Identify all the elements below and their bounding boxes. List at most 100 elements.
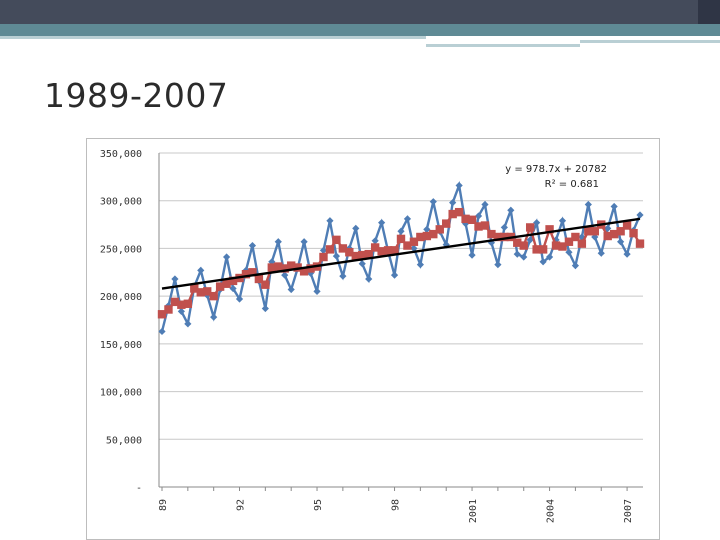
data-point-quarterly — [636, 211, 644, 219]
data-point-average — [280, 264, 289, 273]
x-tick-label: 95 — [313, 499, 324, 511]
data-point-average — [377, 247, 386, 256]
data-point-average — [622, 221, 632, 230]
data-point-quarterly — [248, 241, 257, 250]
data-point-average — [409, 237, 419, 246]
data-point-average — [286, 261, 296, 270]
data-point-quarterly — [604, 224, 612, 232]
data-point-average — [519, 241, 528, 250]
data-point-quarterly — [591, 233, 599, 241]
data-point-quarterly — [197, 266, 205, 274]
series-line-1 — [160, 180, 642, 332]
data-point-average — [487, 229, 496, 239]
data-point-average — [403, 241, 412, 250]
y-tick-label: 150,000 — [100, 340, 142, 351]
slide-title: 1989-2007 — [44, 76, 229, 115]
data-point-average — [293, 263, 302, 272]
y-tick-label: 50,000 — [106, 435, 142, 446]
data-point-quarterly — [326, 217, 334, 225]
data-point-quarterly — [429, 198, 437, 206]
data-point-average — [351, 251, 360, 261]
data-point-average — [274, 262, 283, 271]
data-point-average — [248, 268, 257, 277]
data-point-quarterly — [287, 285, 295, 294]
data-point-average — [629, 228, 638, 238]
data-point-average — [564, 237, 574, 246]
data-point-average — [332, 235, 341, 245]
data-point-quarterly — [533, 219, 541, 227]
data-point-quarterly — [617, 238, 625, 246]
data-point-average — [164, 305, 173, 314]
header-corner — [698, 0, 720, 24]
data-point-average — [345, 248, 354, 257]
data-point-average — [513, 238, 522, 247]
data-point-quarterly — [365, 275, 373, 283]
y-tick-label: 250,000 — [100, 244, 142, 255]
data-point-average — [577, 239, 587, 248]
data-point-average — [325, 245, 335, 254]
data-point-average — [254, 274, 264, 284]
chart-frame: - 50,000 100,000 150,000 200,000 250,000 300,0… — [86, 138, 660, 540]
data-point-quarterly — [416, 261, 424, 269]
data-point-quarterly — [184, 320, 192, 328]
data-point-quarterly — [300, 238, 308, 246]
data-point-average — [306, 264, 315, 273]
data-point-average — [474, 222, 483, 231]
data-point-average — [435, 225, 444, 234]
data-point-quarterly — [520, 253, 528, 261]
data-point-quarterly — [494, 261, 502, 269]
data-point-average — [493, 232, 503, 242]
data-point-quarterly — [313, 287, 321, 295]
data-point-average — [532, 245, 541, 254]
data-point-average — [590, 227, 599, 236]
data-point-average — [442, 219, 451, 228]
data-point-quarterly — [423, 225, 431, 233]
x-tick-label: 92 — [236, 499, 247, 511]
data-point-quarterly — [371, 237, 379, 245]
data-point-quarterly — [339, 272, 347, 280]
data-point-average — [370, 243, 380, 252]
data-point-average — [241, 269, 251, 279]
y-tick-label: - — [136, 483, 142, 494]
data-point-average — [209, 291, 218, 301]
data-point-average — [584, 227, 593, 236]
data-point-average — [571, 232, 580, 242]
data-point-average — [358, 250, 367, 260]
line-chart: - 50,000 100,000 150,000 200,000 250,000 300,0… — [100, 149, 645, 523]
data-point-quarterly — [468, 251, 476, 259]
data-point-average — [480, 221, 490, 230]
data-point-quarterly — [410, 244, 418, 253]
x-tick-label: 2007 — [623, 499, 634, 523]
data-point-quarterly — [545, 253, 554, 261]
data-point-quarterly — [158, 327, 166, 336]
x-tick-label: 98 — [391, 499, 402, 511]
data-point-average — [261, 280, 270, 289]
data-point-quarterly — [610, 202, 618, 211]
y-tick-label: 200,000 — [100, 292, 142, 303]
data-point-average — [616, 227, 625, 236]
trendline-r-squared: R² = 0.681 — [545, 179, 599, 190]
data-point-quarterly — [442, 241, 450, 249]
data-point-quarterly — [449, 199, 457, 207]
data-point-average — [538, 245, 548, 254]
data-point-average — [545, 225, 554, 234]
data-point-average — [558, 242, 567, 251]
data-point-quarterly — [500, 223, 508, 232]
data-point-average — [157, 310, 167, 319]
data-point-quarterly — [597, 249, 605, 257]
data-point-quarterly — [526, 236, 534, 244]
x-tick-label: 89 — [158, 499, 169, 511]
data-point-average — [429, 229, 438, 239]
data-point-average — [267, 263, 277, 272]
accent-band — [0, 24, 720, 36]
y-tick-label: 350,000 — [100, 149, 142, 160]
data-point-quarterly — [222, 253, 231, 261]
data-point-quarterly — [507, 206, 515, 214]
accent-rule-mid — [426, 44, 580, 47]
data-point-average — [551, 241, 561, 250]
data-point-quarterly — [358, 260, 366, 268]
data-point-average — [196, 288, 205, 297]
data-point-average — [467, 215, 477, 224]
data-point-average — [422, 231, 432, 241]
accent-rule-right — [580, 40, 720, 43]
